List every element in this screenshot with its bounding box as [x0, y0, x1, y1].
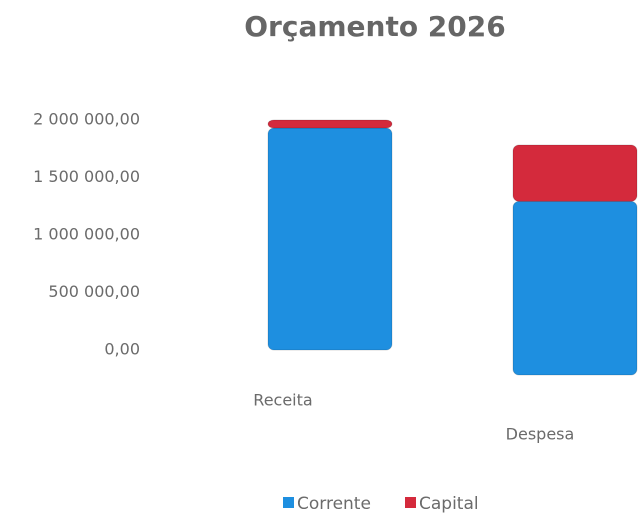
legend-swatch	[405, 497, 416, 508]
bar-segment	[512, 144, 638, 202]
y-tick-label: 500 000,00	[48, 282, 140, 301]
legend-swatch	[283, 497, 294, 508]
legend-label: Capital	[419, 494, 479, 514]
y-tick-label: 0,00	[104, 340, 140, 359]
legend-label: Corrente	[297, 494, 371, 514]
y-tick-label: 2 000 000,00	[33, 110, 140, 129]
bar-segment	[267, 127, 393, 351]
y-tick-label: 1 500 000,00	[33, 167, 140, 186]
x-tick-label: Receita	[253, 391, 312, 410]
chart-title: Orçamento 2026	[244, 10, 506, 43]
bar-segment	[267, 119, 393, 129]
bar-segment	[512, 200, 638, 376]
y-tick-label: 1 000 000,00	[33, 225, 140, 244]
x-tick-label: Despesa	[506, 425, 575, 444]
